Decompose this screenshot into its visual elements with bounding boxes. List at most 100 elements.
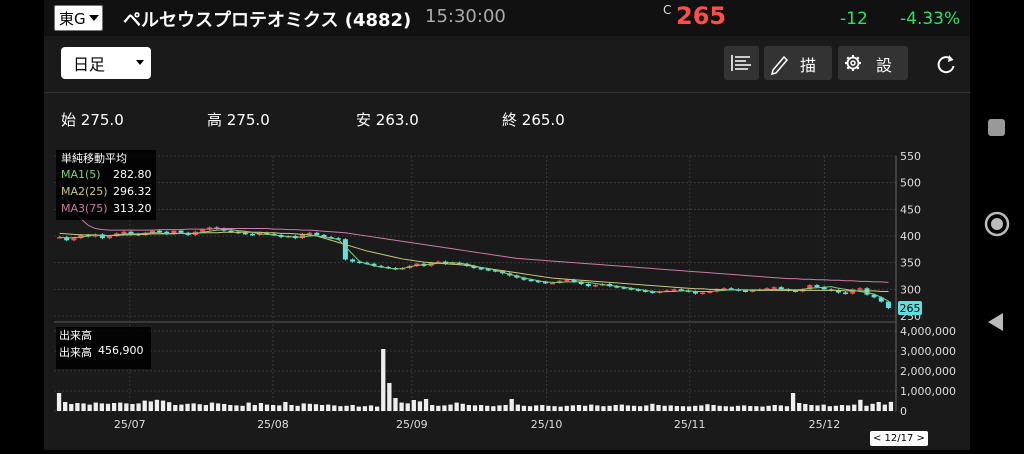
- draw-button[interactable]: 描画: [764, 46, 832, 80]
- volume-bar: [356, 406, 361, 411]
- ohlc-close: 終 265.0: [502, 109, 565, 130]
- candle: [728, 288, 734, 290]
- volume-bar: [534, 405, 539, 411]
- volume-bar: [570, 405, 576, 411]
- volume-bar: [558, 406, 563, 411]
- ma3-line: [59, 182, 889, 283]
- volume-bar: [815, 405, 820, 411]
- ma1-label: MA1(5): [61, 168, 101, 181]
- y-tick-label: 350: [900, 257, 921, 270]
- volume-tick-label: 3,000,000: [900, 345, 956, 358]
- volume-bar: [81, 403, 86, 411]
- volume-bar: [870, 403, 875, 411]
- candle: [242, 232, 248, 235]
- volume-bar: [686, 406, 692, 411]
- candle: [435, 261, 441, 264]
- pencil-icon: [770, 55, 789, 76]
- home-icon[interactable]: [984, 211, 1010, 237]
- y-tick-label: 300: [900, 283, 921, 296]
- candle: [121, 231, 127, 234]
- candle: [821, 287, 827, 290]
- candle: [621, 287, 627, 289]
- volume-bar: [527, 406, 533, 411]
- candle: [128, 231, 134, 234]
- volume-bar: [705, 404, 710, 411]
- volume-bar: [595, 405, 600, 411]
- volume-bar: [638, 406, 643, 411]
- candle: [585, 284, 591, 287]
- volume-bar: [405, 403, 410, 411]
- volume-bar: [307, 403, 312, 411]
- refresh-icon[interactable]: [934, 52, 958, 76]
- ma-legend: 単純移動平均 MA1(5) 282.80 MA2(25) 296.32 MA3(…: [56, 150, 156, 220]
- volume-bar: [466, 405, 472, 411]
- x-tick-label: 25/12: [809, 418, 841, 431]
- volume-bar: [222, 404, 227, 411]
- volume-bar: [546, 405, 551, 411]
- candle: [607, 284, 613, 287]
- candle: [707, 291, 713, 293]
- chart-panel: 東G ペルセウスプロテオミクス (4882) 15:30:00 C 265 -1…: [44, 0, 970, 450]
- volume-bar: [717, 405, 722, 411]
- volume-bar: [124, 403, 129, 411]
- volume-bar: [619, 404, 624, 411]
- ma1-value: 282.80: [113, 168, 152, 181]
- volume-bar: [662, 405, 667, 411]
- x-tick-label: 25/09: [396, 418, 428, 431]
- date-badge[interactable]: < 12/17 >: [870, 431, 928, 446]
- volume-bar: [160, 400, 166, 411]
- volume-bar: [326, 404, 331, 411]
- last-price-tag: [898, 301, 922, 315]
- volume-bar: [228, 405, 233, 411]
- low-label: 安: [356, 111, 372, 129]
- volume-bar: [362, 406, 368, 411]
- volume-bar: [754, 406, 759, 411]
- candle: [750, 290, 756, 292]
- candle: [721, 288, 727, 290]
- x-tick-label: 25/08: [257, 418, 289, 431]
- price-chart[interactable]: 5505004504003503002504,000,0003,000,0002…: [44, 148, 970, 450]
- volume-bar: [607, 405, 612, 411]
- ma2-line: [59, 231, 889, 292]
- ma-legend-title: 単純移動平均: [61, 152, 127, 165]
- volume-bar: [631, 405, 637, 411]
- candle: [178, 230, 184, 233]
- settings-button[interactable]: 設定: [838, 46, 908, 80]
- candle: [642, 290, 648, 292]
- indicator-list-button[interactable]: [724, 46, 759, 80]
- open-value: 275.0: [80, 111, 124, 129]
- candle: [885, 301, 891, 308]
- volume-tick-label: 0: [900, 405, 907, 418]
- candle: [764, 288, 770, 290]
- volume-bar: [374, 406, 380, 411]
- market-selector[interactable]: 東G: [54, 5, 103, 31]
- volume-bar: [442, 405, 447, 411]
- close-value: 265.0: [521, 111, 565, 129]
- volume-bar: [668, 405, 673, 411]
- back-icon[interactable]: [988, 313, 1003, 331]
- volume-bar: [301, 403, 306, 411]
- volume-bar: [436, 405, 441, 411]
- candle: [778, 287, 784, 290]
- candle: [671, 289, 677, 291]
- volume-bar: [167, 402, 172, 411]
- x-tick-label: 25/10: [531, 418, 563, 431]
- volume-bar: [521, 405, 527, 411]
- price-change: -12: [840, 9, 868, 29]
- volume-bar: [503, 405, 508, 411]
- volume-bar: [148, 401, 153, 411]
- volume-legend: 出来高 出来高 456,900: [56, 327, 151, 369]
- volume-bar: [858, 399, 863, 411]
- volume-bar: [766, 405, 771, 411]
- volume-bar: [289, 405, 294, 411]
- candle: [635, 289, 641, 291]
- volume-bar: [142, 400, 147, 411]
- candle: [693, 291, 699, 294]
- volume-bar: [56, 393, 62, 411]
- recents-icon[interactable]: [988, 119, 1005, 136]
- period-selector[interactable]: 日足: [61, 47, 151, 79]
- candle: [199, 229, 205, 232]
- price-change-percent: -4.33%: [900, 9, 961, 29]
- candle: [521, 277, 527, 280]
- volume-bar: [876, 402, 881, 411]
